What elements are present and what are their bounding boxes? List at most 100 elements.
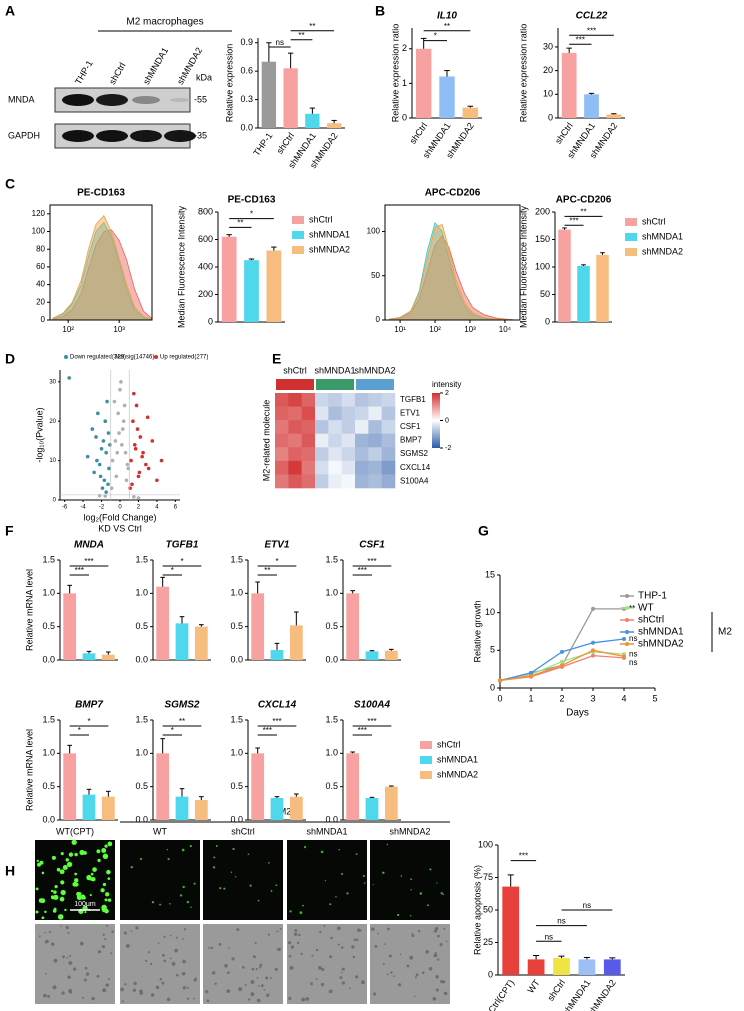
cell-shadow xyxy=(123,931,127,935)
microscopy: M2 WT(CPT) WT shCtrl shMNDA1 shMNDA2 100… xyxy=(35,806,450,1004)
heatmap-cell xyxy=(315,406,329,421)
legend-marker xyxy=(625,618,629,622)
legend-swatch xyxy=(420,741,432,749)
micro-column-label: shMNDA1 xyxy=(306,826,347,836)
y-tick-label: 80 xyxy=(36,244,45,253)
bar xyxy=(527,959,545,975)
bar xyxy=(577,265,590,322)
y-tick-label: 75 xyxy=(483,872,493,882)
legend-label: shMNDA2 xyxy=(642,246,683,256)
significance-label: ns xyxy=(629,634,637,643)
y-tick-label: 0 xyxy=(490,682,495,692)
cell-shadow xyxy=(315,978,318,981)
heatmap-cell xyxy=(368,393,382,407)
cell-shadow xyxy=(169,934,172,937)
y-tick-label: 10 xyxy=(485,607,495,617)
cell-shadow xyxy=(310,982,314,986)
heatmap-cell xyxy=(328,393,342,407)
bar xyxy=(270,650,284,660)
panel-letter: B xyxy=(375,3,385,19)
cell-dot xyxy=(78,892,82,896)
point xyxy=(155,478,159,483)
cell-dot xyxy=(355,853,358,856)
cell-shadow xyxy=(224,963,228,968)
bar xyxy=(266,250,282,322)
y-tick-label: 1.0 xyxy=(325,748,338,758)
point xyxy=(145,415,150,420)
heatmap-cell xyxy=(301,474,316,489)
cell-shadow xyxy=(96,974,100,978)
legend-swatch xyxy=(292,231,304,239)
cell-shadow xyxy=(218,943,222,946)
cell-dot xyxy=(429,868,432,871)
cell-shadow xyxy=(259,963,263,967)
point xyxy=(137,470,142,475)
bar xyxy=(384,786,398,820)
cell-dot xyxy=(50,895,54,899)
heatmap-cell xyxy=(315,393,329,407)
cell-shadow xyxy=(296,941,300,945)
point xyxy=(560,663,564,668)
cell-dot xyxy=(60,880,65,885)
cell-shadow xyxy=(298,933,301,937)
bar xyxy=(175,623,189,660)
legend-label: shCtrl xyxy=(437,739,461,749)
cell-shadow xyxy=(318,966,322,970)
cell-shadow xyxy=(288,954,292,958)
bar xyxy=(221,236,237,322)
point xyxy=(150,439,155,443)
bar xyxy=(156,753,170,820)
y-tick-label: 0.5 xyxy=(325,621,338,631)
bar xyxy=(415,48,432,119)
cell-shadow xyxy=(212,971,216,975)
y-tick-label: 10 xyxy=(543,89,553,99)
heatmap-cell xyxy=(328,474,342,489)
cell-shadow xyxy=(231,957,235,961)
cell-dot xyxy=(44,910,47,914)
cell-shadow xyxy=(68,961,73,965)
cell-dot xyxy=(101,847,107,853)
cell-shadow xyxy=(250,992,255,997)
cell-shadow xyxy=(183,928,187,931)
y-tick-label: 1.5 xyxy=(135,714,148,724)
heatmap-cell xyxy=(275,460,289,475)
cell-dot xyxy=(249,884,252,887)
cell-dot xyxy=(89,893,92,897)
cell-shadow xyxy=(339,976,343,980)
chart-title: CXCL14 xyxy=(258,700,297,711)
x-axis-label: Days xyxy=(566,708,589,719)
cell-dot xyxy=(189,844,192,848)
heatmap-cell xyxy=(381,406,396,421)
y-tick-label: 120 xyxy=(32,209,46,218)
y-tick-label: 25 xyxy=(483,937,493,947)
cell-dot xyxy=(289,910,292,913)
y-tick-label: 2 xyxy=(402,43,407,53)
point xyxy=(560,659,564,664)
point xyxy=(102,478,107,483)
panel-letter: D xyxy=(5,351,15,367)
bar xyxy=(194,800,208,820)
heatmap-cell xyxy=(328,406,342,421)
y-axis-label: Relative mRNA level xyxy=(24,569,34,651)
heatmap-cell xyxy=(275,474,289,489)
heatmap-cell xyxy=(355,433,369,448)
cell-shadow xyxy=(414,995,416,998)
y-tick-label: 50 xyxy=(483,904,493,914)
chart-title: ETV1 xyxy=(264,540,289,551)
group-header xyxy=(276,379,314,390)
cell-shadow xyxy=(120,987,124,992)
cell-dot xyxy=(270,890,273,892)
point xyxy=(121,419,126,424)
cell-shadow xyxy=(104,938,107,941)
cell-shadow xyxy=(44,940,48,944)
y-tick-label: 0 xyxy=(208,316,213,326)
cell-shadow xyxy=(43,993,47,998)
cell-shadow xyxy=(256,998,261,1003)
y-tick-label: 40 xyxy=(36,280,45,289)
y-tick-label: 0.0 xyxy=(135,654,148,664)
heatmap-cell xyxy=(328,420,342,435)
cell-shadow xyxy=(210,946,213,950)
y-tick-label: 1.0 xyxy=(42,588,55,598)
panel-letter: G xyxy=(478,523,489,539)
x-tick-label: 3 xyxy=(590,693,595,703)
